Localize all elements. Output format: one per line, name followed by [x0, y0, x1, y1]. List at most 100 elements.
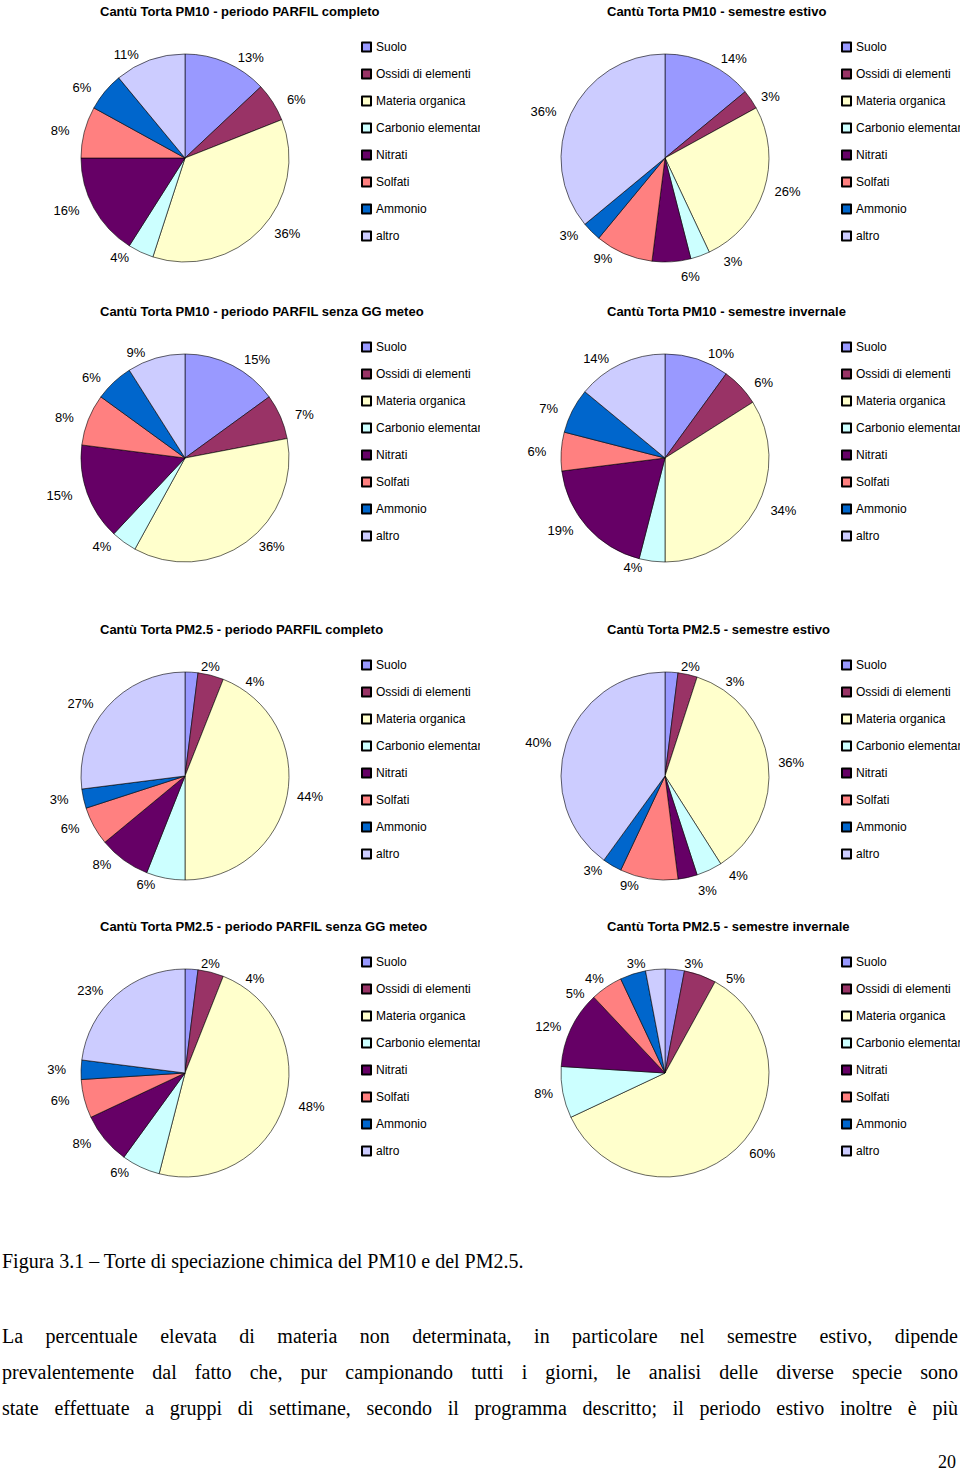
svg-text:3%: 3% — [559, 228, 578, 243]
svg-text:Solfati: Solfati — [856, 793, 889, 807]
svg-text:Suolo: Suolo — [376, 340, 407, 354]
svg-text:Cantù Torta PM2.5 - semestre i: Cantù Torta PM2.5 - semestre invernale — [607, 919, 850, 934]
svg-text:4%: 4% — [623, 560, 642, 575]
svg-text:Ossidi di elementi: Ossidi di elementi — [376, 685, 471, 699]
svg-text:Ossidi di elementi: Ossidi di elementi — [856, 367, 951, 381]
svg-text:altro: altro — [856, 1144, 880, 1158]
svg-text:2%: 2% — [201, 659, 220, 674]
svg-text:Carbonio elementare: Carbonio elementare — [376, 1036, 480, 1050]
svg-text:6%: 6% — [527, 444, 546, 459]
svg-text:Ossidi di elementi: Ossidi di elementi — [856, 67, 951, 81]
svg-text:48%: 48% — [299, 1099, 325, 1114]
svg-text:Suolo: Suolo — [856, 658, 887, 672]
svg-text:Nitrati: Nitrati — [856, 148, 887, 162]
svg-text:27%: 27% — [67, 696, 93, 711]
svg-text:36%: 36% — [259, 539, 285, 554]
svg-text:7%: 7% — [539, 401, 558, 416]
svg-text:36%: 36% — [530, 104, 556, 119]
svg-text:6%: 6% — [51, 1093, 70, 1108]
svg-text:8%: 8% — [72, 1136, 91, 1151]
svg-text:Carbonio elementare: Carbonio elementare — [856, 121, 960, 135]
svg-text:7%: 7% — [295, 407, 314, 422]
svg-text:15%: 15% — [244, 352, 270, 367]
svg-text:Ossidi di elementi: Ossidi di elementi — [376, 367, 471, 381]
svg-text:Ossidi di elementi: Ossidi di elementi — [856, 982, 951, 996]
svg-text:2%: 2% — [681, 659, 700, 674]
svg-text:altro: altro — [376, 229, 400, 243]
svg-text:Suolo: Suolo — [856, 955, 887, 969]
svg-text:Ammonio: Ammonio — [856, 1117, 907, 1131]
svg-text:8%: 8% — [534, 1086, 553, 1101]
svg-text:Suolo: Suolo — [856, 40, 887, 54]
svg-text:14%: 14% — [721, 51, 747, 66]
svg-text:Suolo: Suolo — [856, 340, 887, 354]
svg-text:6%: 6% — [72, 80, 91, 95]
svg-text:Solfati: Solfati — [376, 793, 409, 807]
svg-text:23%: 23% — [77, 983, 103, 998]
svg-text:Suolo: Suolo — [376, 955, 407, 969]
svg-text:3%: 3% — [47, 1062, 66, 1077]
svg-text:Ossidi di elementi: Ossidi di elementi — [376, 982, 471, 996]
svg-text:Carbonio elementare: Carbonio elementare — [376, 121, 480, 135]
svg-text:Carbonio elementare: Carbonio elementare — [856, 1036, 960, 1050]
svg-text:Cantù Torta PM2.5 - periodo PA: Cantù Torta PM2.5 - periodo PARFIL compl… — [100, 622, 383, 637]
svg-text:Solfati: Solfati — [376, 1090, 409, 1104]
svg-text:altro: altro — [856, 847, 880, 861]
svg-text:Cantù Torta PM2.5 - periodo PA: Cantù Torta PM2.5 - periodo PARFIL senza… — [100, 919, 427, 934]
svg-text:10%: 10% — [708, 346, 734, 361]
svg-text:Carbonio elementare: Carbonio elementare — [856, 421, 960, 435]
svg-text:Solfati: Solfati — [856, 475, 889, 489]
svg-text:4%: 4% — [245, 674, 264, 689]
svg-text:6%: 6% — [287, 92, 306, 107]
svg-text:altro: altro — [376, 1144, 400, 1158]
svg-text:40%: 40% — [525, 735, 551, 750]
svg-text:6%: 6% — [61, 821, 80, 836]
svg-text:Ammonio: Ammonio — [856, 502, 907, 516]
svg-text:Carbonio elementare: Carbonio elementare — [376, 739, 480, 753]
svg-text:Ammonio: Ammonio — [856, 202, 907, 216]
svg-text:36%: 36% — [778, 755, 804, 770]
svg-text:26%: 26% — [774, 184, 800, 199]
svg-text:11%: 11% — [114, 47, 139, 62]
svg-text:Ossidi di elementi: Ossidi di elementi — [856, 685, 951, 699]
svg-text:34%: 34% — [770, 503, 796, 518]
svg-text:Ammonio: Ammonio — [376, 502, 427, 516]
svg-text:3%: 3% — [724, 254, 743, 269]
svg-text:2%: 2% — [201, 956, 220, 971]
svg-text:Ammonio: Ammonio — [856, 820, 907, 834]
svg-text:5%: 5% — [726, 971, 745, 986]
svg-text:Ammonio: Ammonio — [376, 1117, 427, 1131]
svg-text:Nitrati: Nitrati — [376, 448, 407, 462]
svg-text:4%: 4% — [93, 539, 112, 554]
svg-text:3%: 3% — [698, 883, 717, 898]
svg-text:Materia organica: Materia organica — [856, 1009, 946, 1023]
svg-text:60%: 60% — [749, 1146, 775, 1161]
svg-text:Ossidi di elementi: Ossidi di elementi — [376, 67, 471, 81]
svg-text:6%: 6% — [681, 269, 700, 284]
svg-text:Suolo: Suolo — [376, 40, 407, 54]
svg-text:12%: 12% — [535, 1019, 561, 1034]
svg-text:19%: 19% — [547, 523, 573, 538]
svg-text:9%: 9% — [620, 878, 639, 893]
svg-text:Nitrati: Nitrati — [856, 1063, 887, 1077]
svg-text:Nitrati: Nitrati — [376, 766, 407, 780]
svg-text:13%: 13% — [238, 50, 264, 65]
svg-text:Nitrati: Nitrati — [376, 148, 407, 162]
svg-text:44%: 44% — [297, 789, 323, 804]
svg-text:Solfati: Solfati — [376, 175, 409, 189]
svg-text:Cantù Torta PM10 - periodo PAR: Cantù Torta PM10 - periodo PARFIL comple… — [100, 4, 380, 19]
svg-text:3%: 3% — [684, 956, 703, 971]
svg-text:16%: 16% — [54, 203, 80, 218]
svg-text:3%: 3% — [761, 89, 780, 104]
svg-text:Cantù Torta PM10 - semestre in: Cantù Torta PM10 - semestre invernale — [607, 304, 846, 319]
svg-text:Materia organica: Materia organica — [376, 1009, 466, 1023]
svg-text:6%: 6% — [754, 375, 773, 390]
svg-text:altro: altro — [856, 529, 880, 543]
svg-text:8%: 8% — [55, 410, 74, 425]
svg-text:Materia organica: Materia organica — [376, 94, 466, 108]
svg-text:Ammonio: Ammonio — [376, 202, 427, 216]
svg-text:Carbonio elementare: Carbonio elementare — [856, 739, 960, 753]
svg-text:Materia organica: Materia organica — [376, 712, 466, 726]
svg-text:4%: 4% — [585, 971, 604, 986]
svg-text:Suolo: Suolo — [376, 658, 407, 672]
